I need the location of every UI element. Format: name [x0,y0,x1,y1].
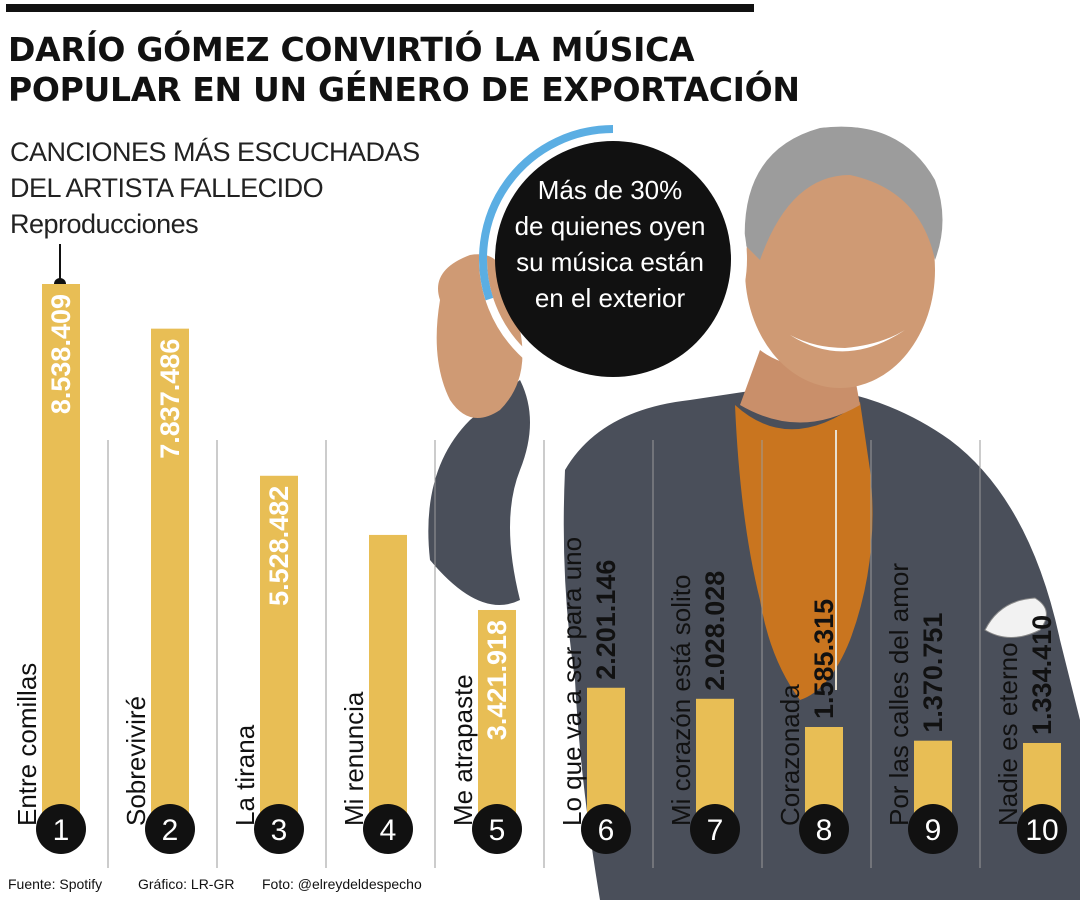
chart-title-line-1: DARÍO GÓMEZ CONVIRTIÓ LA MÚSICA [8,30,695,69]
chart-subtitle-line-2: DEL ARTISTA FALLECIDO [10,173,324,203]
rank-number: 4 [380,814,397,847]
chart-subtitle-line-1: CANCIONES MÁS ESCUCHADAS [10,137,420,167]
value-label: 1.334.410 [1027,615,1057,735]
unit-pointer [54,244,66,290]
rank-badge [254,804,304,854]
face [745,152,935,388]
hair [744,126,943,260]
category-label: Por las calles del amor [884,563,914,826]
value-label: 2.028.028 [700,571,730,691]
rank-badge [472,804,522,854]
callout-badge [495,141,731,377]
callout-line-4: en el exterior [534,283,686,313]
rank-number: 8 [816,814,833,847]
callout-line-2: de quienes oyen [514,211,706,241]
value-label: 7.837.486 [155,339,185,459]
callout-line-3: su música están [516,247,704,277]
category-label: Corazonada [775,684,805,826]
sweater [735,402,873,700]
pocket-square [984,597,1047,638]
category-label: Entre comillas [12,663,42,826]
value-label: 1.585.315 [809,599,839,719]
rank-badge [1017,804,1067,854]
value-label: 1.370.751 [918,613,948,733]
callout-line-1: Más de 30% [537,175,683,205]
rank-badge [908,804,958,854]
rank-badge [799,804,849,854]
category-label: Mi renuncia [339,691,369,826]
bar [260,475,298,828]
rank-badge [363,804,413,854]
rank-number: 7 [707,814,724,847]
category-label: Me atrapaste [448,674,478,826]
rank-badge [36,804,86,854]
callout-share-arc [479,125,614,301]
graphic-credit: Gráfico: LR-GR [138,876,235,892]
bar [369,534,407,828]
category-label: Lo que va a ser para uno [557,537,587,826]
rank-number: 6 [598,814,615,847]
rank-number: 1 [53,814,70,847]
chart-title-line-2: POPULAR EN UN GÉNERO DE EXPORTACIÓN [8,70,800,109]
rank-number: 3 [271,814,288,847]
top-rule [6,4,754,12]
value-label: 8.538.409 [46,294,76,414]
callout-text: Más de 30% de quienes oyen su música est… [510,172,710,316]
bar [42,284,80,828]
rank-number: 10 [1025,814,1058,847]
rank-number: 2 [162,814,179,847]
category-label: Mi corazón está solito [666,575,696,826]
arm [428,380,530,605]
category-label: La tirana [230,724,260,826]
rank-badge [145,804,195,854]
rank-number: 5 [489,814,506,847]
value-label: 2.201.146 [591,560,621,680]
callout-ring [479,125,747,393]
value-label: 5.528.482 [264,486,294,606]
rank-badge [690,804,740,854]
rank-badge [581,804,631,854]
bar [478,609,516,828]
bar [151,328,189,828]
photo-credit: Foto: @elreydeldespecho [262,876,422,892]
rank-number: 9 [925,814,942,847]
value-label: 3.421.918 [482,620,512,740]
category-label: Nadie es eterno [993,642,1023,826]
category-label: Sobreviviré [121,696,151,826]
source-label: Fuente: Spotify [8,876,103,892]
y-axis-unit-label: Reproducciones [10,209,199,239]
